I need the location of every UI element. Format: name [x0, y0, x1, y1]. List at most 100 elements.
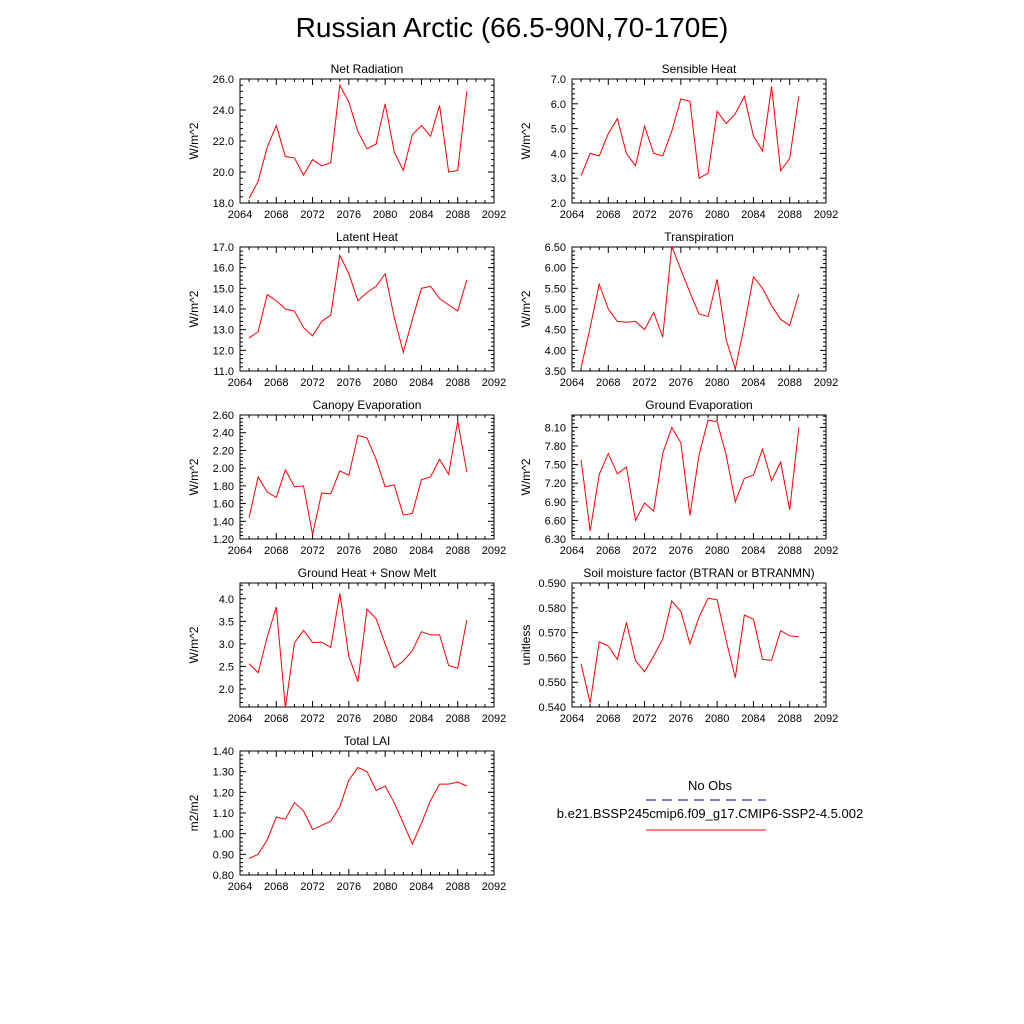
y-axis-label: W/m^2: [187, 122, 201, 159]
x-tick-label: 2092: [482, 545, 506, 557]
legend-case-label: b.e21.BSSP245cmip6.f09_g17.CMIP6-SSP2-4.…: [556, 806, 864, 821]
series-line-1: [248, 421, 468, 535]
chart-panel-5: Canopy Evaporation W/m^2 2064 2068 2072 2076 2…: [187, 398, 506, 557]
chart-panel-2: Sensible Heat W/m^2 2064 2068 2072 2076 2080 20…: [519, 62, 838, 221]
y-tick-label: 24.0: [213, 105, 234, 117]
y-tick-label: 2.5: [219, 661, 234, 673]
x-tick-label: 2076: [669, 713, 693, 725]
y-axis-label: W/m^2: [519, 122, 533, 159]
y-tick-label: 14.0: [213, 304, 234, 316]
y-tick-label: 4.0: [219, 594, 234, 606]
x-tick-label: 2088: [777, 209, 801, 221]
y-axis-label: W/m^2: [519, 290, 533, 327]
y-tick-label: 7.80: [545, 441, 566, 453]
x-tick-label: 2068: [264, 545, 288, 557]
y-tick-label: 2.40: [213, 428, 234, 440]
plot-frame: [571, 414, 827, 540]
x-tick-label: 2076: [669, 545, 693, 557]
y-tick-label: 26.0: [213, 74, 234, 86]
x-tick-label: 2088: [445, 713, 469, 725]
y-tick-label: 1.40: [213, 746, 234, 758]
y-tick-label: 2.20: [213, 445, 234, 457]
y-axis-label: W/m^2: [187, 290, 201, 327]
y-tick-label: 1.40: [213, 516, 234, 528]
panel-title: Latent Heat: [336, 230, 399, 244]
panel-title: Transpiration: [664, 230, 734, 244]
x-tick-label: 2068: [596, 377, 620, 389]
chart-panel-7: Ground Heat + Snow Melt W/m^2 2064 2068 2072…: [187, 566, 506, 725]
y-tick-label: 6.90: [545, 497, 566, 509]
panel-title: Ground Evaporation: [645, 398, 752, 412]
x-tick-label: 2080: [705, 545, 729, 557]
x-tick-label: 2092: [482, 209, 506, 221]
x-tick-label: 2080: [705, 209, 729, 221]
x-tick-label: 2092: [814, 209, 838, 221]
x-tick-label: 2088: [777, 713, 801, 725]
x-tick-label: 2088: [445, 881, 469, 893]
y-axis-label: W/m^2: [187, 626, 201, 663]
x-tick-label: 2068: [596, 209, 620, 221]
y-tick-label: 1.10: [213, 808, 234, 820]
series-line-1: [248, 83, 468, 199]
y-tick-label: 2.00: [213, 463, 234, 475]
x-tick-label: 2064: [560, 545, 584, 557]
x-tick-label: 2068: [596, 713, 620, 725]
y-tick-label: 5.50: [545, 283, 566, 295]
y-axis-label: W/m^2: [519, 458, 533, 495]
plot-frame: [239, 582, 495, 708]
legend-obs-label: No Obs: [687, 778, 733, 793]
x-tick-label: 2072: [300, 209, 324, 221]
panel-title: Sensible Heat: [662, 62, 737, 76]
x-tick-label: 2080: [373, 209, 397, 221]
y-tick-label: 16.0: [213, 263, 234, 275]
x-tick-label: 2072: [632, 545, 656, 557]
x-tick-label: 2068: [264, 377, 288, 389]
y-tick-label: 1.60: [213, 499, 234, 511]
x-tick-label: 2080: [373, 881, 397, 893]
y-tick-label: 13.0: [213, 325, 234, 337]
x-tick-label: 2080: [373, 713, 397, 725]
y-tick-label: 1.20: [213, 787, 234, 799]
y-axis-label: m2/m2: [187, 794, 201, 831]
chart-panel-4: Transpiration W/m^2 2064 2068 2072 2076 2080 20…: [519, 230, 838, 389]
y-tick-label: 8.10: [545, 422, 566, 434]
x-tick-label: 2088: [445, 209, 469, 221]
series-line-1: [248, 593, 468, 707]
chart-panel-3: Latent Heat W/m^2 2064 2068 2072 2076 2080 2084…: [187, 230, 506, 389]
x-tick-label: 2064: [560, 377, 584, 389]
y-axis-label: W/m^2: [187, 458, 201, 495]
y-tick-label: 1.80: [213, 481, 234, 493]
panel-title: Canopy Evaporation: [313, 398, 422, 412]
x-tick-label: 2068: [264, 881, 288, 893]
x-tick-label: 2068: [264, 713, 288, 725]
x-tick-label: 2088: [445, 377, 469, 389]
y-tick-label: 2.0: [219, 684, 234, 696]
y-tick-label: 1.00: [213, 829, 234, 841]
y-tick-label: 0.590: [538, 578, 566, 590]
x-tick-label: 2072: [300, 545, 324, 557]
y-tick-label: 1.20: [213, 534, 234, 546]
y-tick-label: 0.90: [213, 849, 234, 861]
x-tick-label: 2080: [705, 377, 729, 389]
x-tick-label: 2080: [373, 377, 397, 389]
series-line-1: [580, 597, 799, 704]
y-tick-label: 3.50: [545, 366, 566, 378]
plot-frame: [571, 78, 827, 204]
x-tick-label: 2064: [228, 545, 252, 557]
panel-title: Soil moisture factor (BTRAN or BTRANMN): [583, 566, 814, 580]
y-tick-label: 6.00: [545, 263, 566, 275]
legend-obs-line: [646, 799, 766, 801]
x-tick-label: 2080: [705, 713, 729, 725]
panel-title: Net Radiation: [331, 62, 404, 76]
y-tick-label: 6.60: [545, 515, 566, 527]
x-tick-label: 2084: [741, 713, 765, 725]
series-line-1: [248, 766, 467, 859]
x-tick-label: 2072: [300, 713, 324, 725]
y-tick-label: 15.0: [213, 283, 234, 295]
plot-frame: [571, 582, 827, 708]
y-axis-label: unitless: [519, 625, 533, 666]
y-tick-label: 20.0: [213, 167, 234, 179]
x-tick-label: 2064: [228, 209, 252, 221]
x-tick-label: 2068: [264, 209, 288, 221]
